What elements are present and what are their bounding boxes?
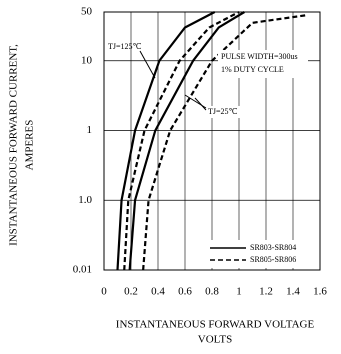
legend-label: SR803-SR804 [250,243,296,252]
x-tick-label: 0.8 [205,286,219,298]
annotation-bg [218,50,308,78]
annotation-bg [206,106,248,118]
y-tick-label: 50 [81,6,93,18]
x-tick-label: 0.4 [151,286,165,298]
curve [116,11,216,271]
y-tick-label: 0.01 [73,264,92,276]
y-tick-label: 10 [81,54,93,66]
curve [128,11,245,271]
x-tick-label: 0.6 [178,286,192,298]
x-tick-label: 1.6 [313,286,327,298]
y-axis-label: AMPERES [24,120,36,171]
x-tick-label: 0 [101,286,107,298]
annotation: TJ=25℃ [208,107,238,116]
x-tick-label: 0.2 [124,286,138,298]
curve [123,11,240,271]
x-tick-label: 1.4 [286,286,300,298]
legend-box [206,240,318,268]
x-tick-label: 1.2 [259,286,273,298]
y-tick-label: 1 [87,124,93,136]
annotation: TJ=125℃ [108,42,142,51]
annotation: PULSE WIDTH=300us [221,52,298,61]
x-axis-label: INSTANTANEOUS FORWARD VOLTAGE [116,319,315,331]
curve [142,14,307,271]
leader [194,97,207,111]
legend-label: SR805-SR806 [250,255,296,264]
y-axis-label: INSTANTANEOUS FORWARD CURRENT, [8,44,20,246]
annotation: 1% DUTY CYCLE [221,65,284,74]
x-tick-label: 1 [236,286,242,298]
y-tick-label: 1.0 [78,194,92,206]
x-axis-label: VOLTS [198,334,232,346]
leader [139,50,156,79]
